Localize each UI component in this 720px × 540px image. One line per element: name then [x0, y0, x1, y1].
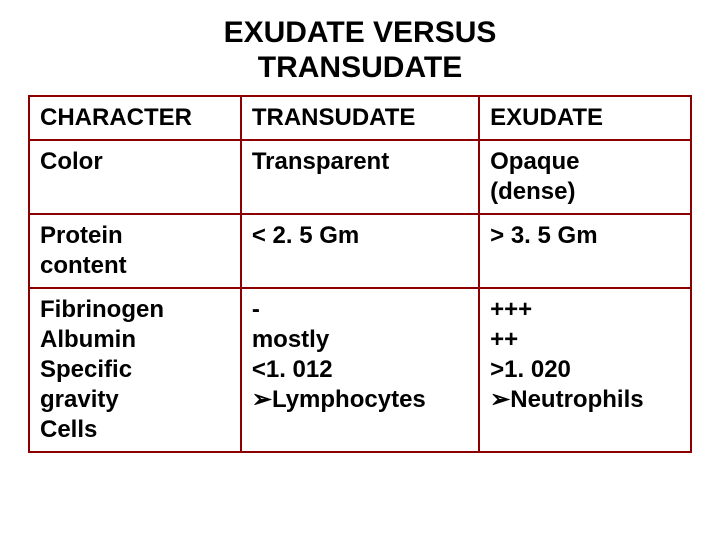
cell-transudate: Transparent: [241, 140, 479, 214]
table-row: Color Transparent Opaque (dense): [29, 140, 691, 214]
cell-transudate: - mostly <1. 012 ➢Lymphocytes: [241, 288, 479, 452]
table-row: Protein content < 2. 5 Gm > 3. 5 Gm: [29, 214, 691, 288]
cell-character: Color: [29, 140, 241, 214]
comparison-table: CHARACTER TRANSUDATE EXUDATE Color Trans…: [28, 95, 692, 453]
cell-transudate: < 2. 5 Gm: [241, 214, 479, 288]
col-header-exudate: EXUDATE: [479, 96, 691, 140]
cell-character: Fibrinogen Albumin Specific gravity Cell…: [29, 288, 241, 452]
table-header-row: CHARACTER TRANSUDATE EXUDATE: [29, 96, 691, 140]
cell-exudate: > 3. 5 Gm: [479, 214, 691, 288]
page-title: EXUDATE VERSUS TRANSUDATE: [28, 16, 692, 85]
cell-character: Protein content: [29, 214, 241, 288]
table-row: Fibrinogen Albumin Specific gravity Cell…: [29, 288, 691, 452]
cell-exudate: +++ ++ >1. 020 ➢Neutrophils: [479, 288, 691, 452]
col-header-character: CHARACTER: [29, 96, 241, 140]
cell-exudate: Opaque (dense): [479, 140, 691, 214]
col-header-transudate: TRANSUDATE: [241, 96, 479, 140]
